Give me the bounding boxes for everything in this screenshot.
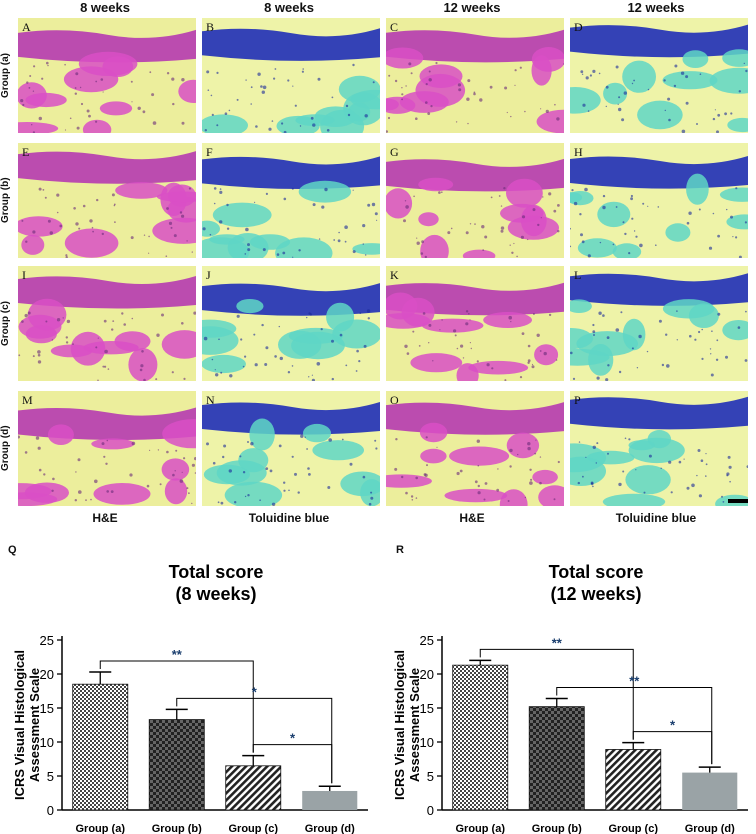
row-label-b: Group (b) — [0, 177, 11, 224]
significance-label: * — [252, 684, 258, 699]
y-tick-label: 10 — [420, 735, 434, 750]
y-tick-label: 15 — [420, 701, 434, 716]
significance-label: * — [670, 718, 676, 733]
panel-letter-n: N — [206, 393, 215, 407]
histology-panel-p: P — [570, 391, 748, 506]
significance-label: ** — [629, 673, 640, 688]
chart-letter-r: R — [396, 544, 404, 556]
row-label-c: Group (c) — [0, 301, 11, 346]
y-tick-label: 0 — [427, 803, 434, 818]
column-header-4: 12 weeks — [627, 0, 685, 15]
panel-letter-l: L — [574, 268, 582, 282]
histology-panel-m: M — [18, 391, 196, 506]
significance-bracket — [556, 686, 713, 765]
y-tick-label: 25 — [40, 633, 54, 648]
row-label-a: Group (a) — [0, 53, 11, 98]
category-label: Group (b) — [152, 823, 202, 834]
stain-label-1: H&E — [92, 511, 118, 525]
panel-letter-b: B — [206, 20, 215, 34]
histology-panel-f: F — [202, 143, 380, 258]
bar-chart-8-weeks: Total score(8 weeks) ICRS Visual Histolog… — [12, 562, 368, 834]
histology-panel-j: J — [202, 266, 380, 381]
significance-label: ** — [552, 635, 563, 650]
y-tick-label: 20 — [40, 667, 54, 682]
column-header-1: 8 weeks — [80, 0, 130, 15]
panel-letter-o: O — [390, 393, 399, 407]
histology-panel-l: L — [570, 266, 748, 381]
panel-letter-h: H — [574, 145, 583, 159]
y-axis-label: ICRS Visual HistologicalAssessment Scale — [392, 650, 422, 800]
column-header-2: 8 weeks — [264, 0, 314, 15]
significance-bracket — [176, 697, 333, 784]
chart-subtitle: (8 weeks) — [175, 584, 256, 604]
y-tick-label: 5 — [427, 769, 434, 784]
panel-letter-j: J — [206, 268, 211, 282]
histology-panel-n: N — [202, 391, 380, 506]
histology-panel-b: B — [202, 18, 380, 133]
panel-letter-m: M — [22, 393, 33, 407]
significance-bracket — [632, 731, 713, 765]
chart-title: Total score — [169, 562, 264, 582]
significance-bracket — [252, 744, 333, 784]
histology-panel-o: O — [386, 391, 564, 506]
y-tick-label: 10 — [40, 735, 54, 750]
category-label: Group (c) — [229, 823, 279, 834]
bar — [605, 749, 662, 811]
panel-letter-f: F — [206, 145, 213, 159]
bar — [72, 683, 129, 811]
y-tick-label: 0 — [47, 803, 54, 818]
column-header-3: 12 weeks — [443, 0, 501, 15]
bar — [528, 706, 585, 811]
y-tick-label: 25 — [420, 633, 434, 648]
category-label: Group (a) — [76, 823, 126, 834]
histology-panel-e: E — [18, 143, 196, 258]
histology-panel-c: C — [386, 18, 564, 133]
y-tick-label: 15 — [40, 701, 54, 716]
row-label-d: Group (d) — [0, 425, 11, 472]
panel-letter-a: A — [22, 20, 31, 34]
histology-panel-d: D — [570, 18, 748, 133]
panel-letter-e: E — [22, 145, 30, 159]
significance-label: * — [290, 731, 296, 746]
category-label: Group (c) — [609, 823, 659, 834]
histology-panel-h: H — [570, 143, 748, 258]
histology-panel-k: K — [386, 266, 564, 381]
category-label: Group (d) — [685, 823, 735, 834]
panel-letter-k: K — [390, 268, 399, 282]
histology-panel-g: G — [386, 143, 564, 258]
significance-bracket — [99, 660, 254, 753]
chart-title: Total score — [549, 562, 644, 582]
y-axis-label: ICRS Visual HistologicalAssessment Scale — [12, 650, 42, 800]
scale-bar — [728, 499, 748, 503]
y-tick-label: 20 — [420, 667, 434, 682]
y-tick-label: 5 — [47, 769, 54, 784]
panel-letter-i: I — [22, 268, 26, 282]
chart-subtitle: (12 weeks) — [550, 584, 641, 604]
bar — [302, 790, 358, 810]
bar — [452, 664, 509, 811]
bar — [682, 772, 738, 810]
histology-panel-a: A — [18, 18, 196, 133]
panel-letter-p: P — [574, 393, 581, 407]
histology-panel-i: I — [18, 266, 196, 381]
significance-label: ** — [172, 647, 183, 662]
significance-bracket — [479, 648, 634, 740]
bar — [225, 765, 282, 811]
category-label: Group (b) — [532, 823, 582, 834]
bar-chart-12-weeks: Total score(12 weeks) ICRS Visual Histolo… — [392, 562, 748, 834]
category-label: Group (a) — [456, 823, 506, 834]
panel-letter-c: C — [390, 20, 399, 34]
category-label: Group (d) — [305, 823, 355, 834]
panel-letter-d: D — [574, 20, 583, 34]
panel-letter-g: G — [390, 145, 399, 159]
bar — [148, 719, 205, 811]
stain-label-3: H&E — [459, 511, 485, 525]
stain-label-2: Toluidine blue — [248, 511, 330, 525]
chart-letter-q: Q — [8, 544, 17, 556]
stain-label-4: Toluidine blue — [615, 511, 697, 525]
